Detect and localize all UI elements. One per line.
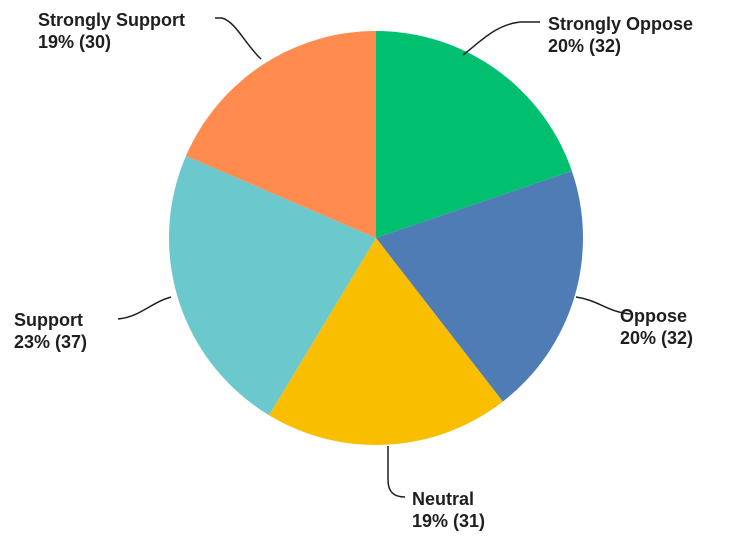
slice-label-strongly-support: Strongly Support (38, 10, 185, 30)
leaders-layer (117, 17, 631, 498)
slice-value-oppose: 20% (32) (620, 328, 693, 348)
pie-slice-support (168, 156, 376, 416)
slice-value-strongly-oppose: 20% (32) (548, 36, 621, 56)
pie-slice-strongly-support (185, 31, 376, 238)
slice-value-neutral: 19% (31) (412, 511, 485, 531)
slice-label-support: Support (14, 310, 83, 330)
slice-label-strongly-oppose: Strongly Oppose (548, 14, 693, 34)
slice-value-support: 23% (37) (14, 332, 87, 352)
leader-line-neutral (387, 446, 406, 498)
pie-slice-oppose (376, 170, 583, 402)
leader-line-support (117, 296, 172, 320)
slice-label-oppose: Oppose (620, 306, 687, 326)
pie-slice-strongly-oppose (376, 31, 572, 238)
slices-layer (168, 31, 583, 446)
leader-line-strongly-support (215, 17, 262, 60)
leader-line-strongly-oppose (462, 21, 540, 56)
slice-value-strongly-support: 19% (30) (38, 32, 111, 52)
leader-line-oppose (575, 296, 631, 315)
pie-slice-neutral (269, 238, 503, 446)
slice-label-neutral: Neutral (412, 489, 474, 509)
